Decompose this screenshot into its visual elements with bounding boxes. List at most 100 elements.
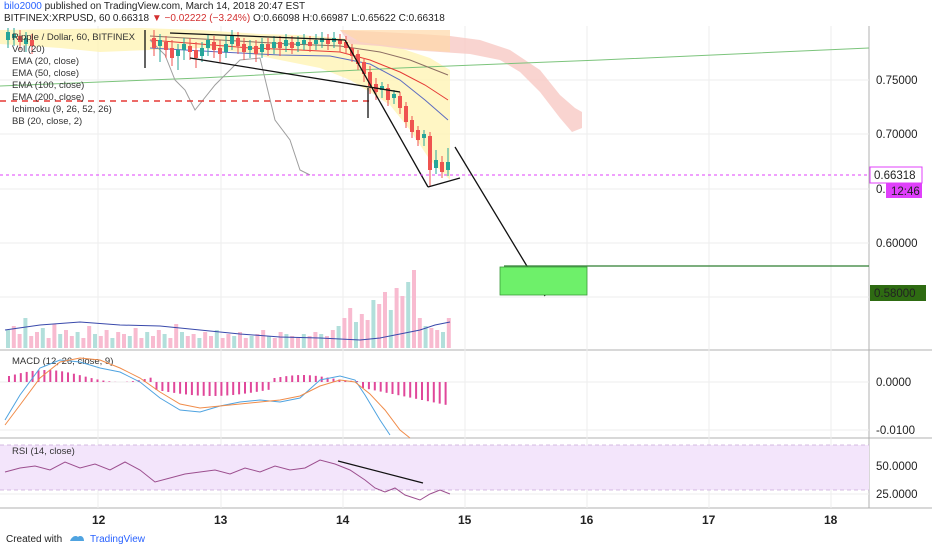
macd-hist-bar bbox=[426, 382, 429, 402]
legend-ema20: EMA (20, close) bbox=[12, 56, 79, 67]
macd-hist-bar bbox=[49, 370, 52, 382]
volume-bar bbox=[168, 338, 173, 348]
volume-bar bbox=[400, 296, 405, 348]
candle-body bbox=[302, 40, 306, 44]
macd-hist-bar bbox=[8, 376, 10, 382]
time-axis[interactable]: 12 13 14 15 16 17 18 bbox=[92, 513, 838, 527]
volume-bar bbox=[197, 338, 202, 348]
target-price-tag bbox=[870, 285, 926, 301]
volume-bar bbox=[139, 338, 144, 348]
macd-hist-bar bbox=[90, 378, 93, 382]
candle-body bbox=[24, 38, 28, 44]
price-axis[interactable]: 0.75000 0.70000 0.6 0.60000 0.55000 0.66… bbox=[869, 75, 926, 304]
volume-bar bbox=[87, 326, 92, 348]
volume-bar bbox=[371, 300, 376, 348]
macd-histogram bbox=[8, 370, 447, 405]
lagging-span bbox=[149, 39, 311, 176]
macd-hist-bar bbox=[432, 382, 435, 403]
price-tick-070: 0.70000 bbox=[876, 129, 918, 141]
candle-body bbox=[284, 40, 288, 46]
tradingview-link[interactable]: TradingView bbox=[90, 534, 146, 545]
rsi-axis[interactable]: 50.0000 25.0000 bbox=[876, 461, 918, 501]
candle-body bbox=[308, 42, 312, 46]
candle-body bbox=[434, 160, 438, 168]
volume-bar bbox=[17, 334, 22, 348]
volume-bar bbox=[145, 332, 150, 348]
volume-bar bbox=[377, 304, 382, 348]
overlay-legend[interactable]: Ripple / Dollar, 60, BITFINEX Vol (20) E… bbox=[12, 32, 136, 127]
volume-bar bbox=[243, 338, 248, 348]
grid-vertical bbox=[97, 26, 832, 508]
volume-bar bbox=[133, 328, 138, 348]
volume-bar bbox=[6, 330, 10, 348]
macd-hist-bar bbox=[31, 370, 34, 382]
macd-hist-bar bbox=[43, 370, 46, 382]
rsi-label[interactable]: RSI (14, close) bbox=[12, 446, 75, 457]
macd-hist-bar bbox=[149, 377, 152, 382]
volume-bar bbox=[52, 324, 57, 348]
volume-bar bbox=[296, 338, 300, 348]
macd-hist-bar bbox=[232, 382, 235, 395]
price-tick-075: 0.75000 bbox=[876, 75, 918, 87]
volume-bar bbox=[249, 336, 254, 348]
candle-body bbox=[170, 48, 174, 58]
candle-body bbox=[212, 42, 216, 50]
volume-bar bbox=[214, 330, 219, 348]
macd-line bbox=[4, 359, 391, 436]
macd-hist-bar bbox=[244, 382, 246, 394]
macd-hist-bar bbox=[108, 381, 111, 382]
macd-hist-bar bbox=[255, 382, 258, 392]
volume-bar bbox=[11, 326, 16, 348]
macd-hist-bar bbox=[332, 378, 335, 382]
macd-hist-bar bbox=[385, 382, 388, 393]
legend-symbol: Ripple / Dollar, 60, BITFINEX bbox=[12, 32, 136, 43]
volume-bar bbox=[162, 334, 167, 348]
macd-hist-bar bbox=[409, 382, 412, 398]
ohlc-values: O:0.66098 H:0.66987 L:0.65622 C:0.66318 bbox=[252, 13, 445, 24]
volume-bar bbox=[417, 318, 422, 348]
rsi-line bbox=[4, 459, 451, 501]
volume-bar bbox=[284, 334, 289, 348]
macd-hist-bar bbox=[356, 380, 359, 382]
candle-body bbox=[200, 48, 204, 56]
candle-body bbox=[254, 46, 258, 54]
volume-bar bbox=[301, 334, 306, 348]
macd-hist-bar bbox=[202, 382, 205, 396]
time-tick-17: 17 bbox=[702, 513, 716, 527]
candle-body bbox=[368, 72, 372, 86]
candle-body bbox=[272, 42, 276, 48]
footer: Created with TradingView bbox=[0, 528, 932, 550]
macd-hist-bar bbox=[338, 379, 341, 382]
volume-bar bbox=[336, 326, 341, 348]
volume-bar bbox=[313, 332, 318, 348]
candle-body bbox=[224, 44, 228, 52]
volume-bar bbox=[232, 336, 237, 348]
macd-hist-bar bbox=[102, 380, 105, 382]
macd-axis[interactable]: 0.0000 -0.0100 bbox=[876, 377, 915, 437]
ichimoku-cloud-orange bbox=[340, 30, 450, 52]
macd-hist-bar bbox=[214, 382, 217, 396]
macd-hist-bar bbox=[67, 372, 69, 382]
author-link[interactable]: bilo2000 bbox=[4, 1, 42, 12]
macd-tick-0: 0.0000 bbox=[876, 377, 911, 389]
candle-body bbox=[158, 40, 162, 46]
candle-body bbox=[206, 40, 210, 48]
countdown-tag bbox=[886, 183, 922, 198]
legend-ema100: EMA (100, close) bbox=[12, 80, 84, 91]
macd-hist-bar bbox=[326, 377, 329, 382]
volume-bar bbox=[122, 334, 126, 348]
macd-hist-bar bbox=[179, 382, 182, 394]
macd-hist-bar bbox=[96, 379, 99, 382]
volume-bar bbox=[156, 330, 161, 348]
volume-bar bbox=[203, 332, 208, 348]
volume-bar bbox=[209, 336, 213, 348]
macd-hist-bar bbox=[297, 375, 300, 382]
candle-body bbox=[320, 38, 324, 42]
candle-body bbox=[18, 36, 22, 42]
candle-body bbox=[326, 40, 330, 44]
macd-hist-bar bbox=[143, 379, 146, 382]
volume-bar bbox=[435, 330, 440, 348]
volume-bar bbox=[354, 322, 358, 348]
macd-hist-bar bbox=[238, 382, 241, 395]
